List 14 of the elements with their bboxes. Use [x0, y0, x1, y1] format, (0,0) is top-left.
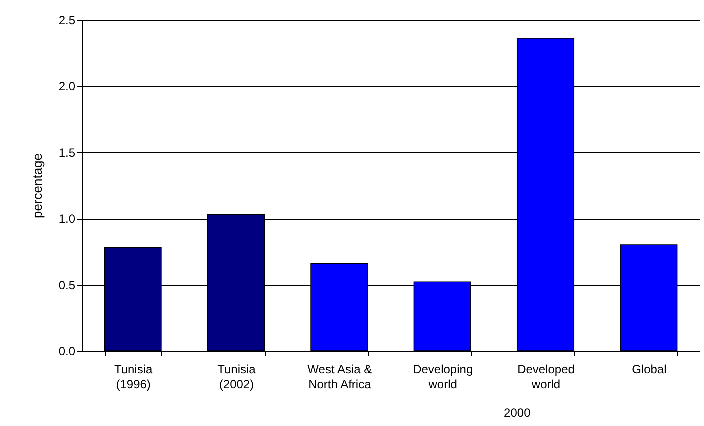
x-tick-label: Tunisia (2002)	[218, 362, 256, 392]
y-tick-label: 1.5	[58, 146, 76, 160]
y-axis-title: percentage	[30, 153, 45, 219]
y-tick-label: 0.0	[58, 344, 76, 358]
text: 2000	[504, 406, 532, 420]
y-tick-label: 2.0	[58, 80, 76, 94]
y-tick-label: 2.5	[58, 14, 76, 28]
x-tick-label: Tunisia (1996)	[114, 362, 154, 392]
x-tick-label: West Asia & North Africa	[308, 362, 372, 392]
x-tick-label: Developing world	[413, 362, 474, 392]
x-tick-label: Global	[632, 362, 667, 376]
y-tick-label: 1.0	[58, 212, 76, 226]
x-tick-label: Developed world	[518, 362, 575, 392]
y-tick-label: 0.5	[58, 278, 76, 292]
